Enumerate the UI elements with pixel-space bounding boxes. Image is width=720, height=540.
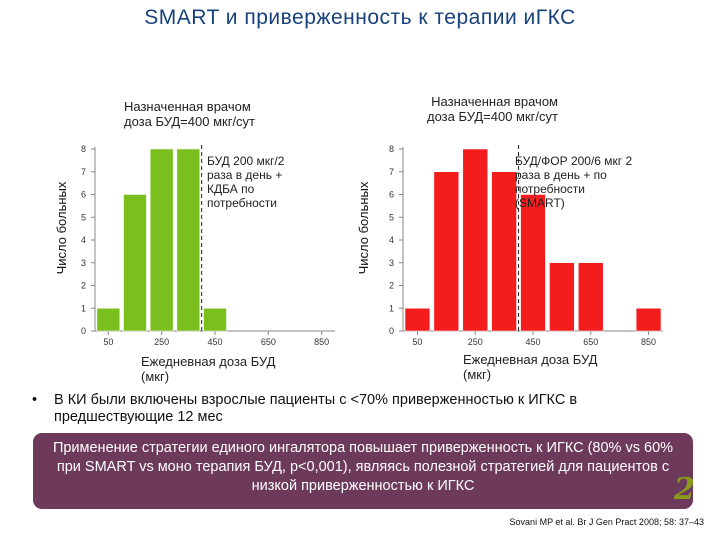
left-bar: [149, 148, 174, 332]
left-bar: [176, 148, 201, 332]
left-y-tick-label: 7: [81, 167, 86, 177]
left-x-tick-label: 850: [314, 337, 329, 347]
right-y-tick-label: 2: [389, 281, 394, 291]
right-y-axis-label: Число больных: [356, 181, 371, 274]
bullet-marker: •: [32, 392, 38, 408]
bullet-text: В КИ были включены взрослые пациенты с <…: [54, 392, 578, 425]
right-x-tick-label: 850: [641, 337, 656, 347]
right-y-tick-label: 7: [389, 167, 394, 177]
right-x-tick-label: 450: [525, 337, 540, 347]
left-x-tick-label: 450: [207, 337, 222, 347]
left-y-tick-label: 1: [81, 303, 86, 313]
right-bar: [404, 308, 431, 332]
right-prescribed-note: Назначенная врачом доза БУД=400 мкг/сут: [426, 94, 558, 124]
left-bar: [123, 194, 147, 332]
right-y-tick-label: 3: [389, 258, 394, 268]
right-y-tick-label: 0: [389, 326, 394, 336]
right-x-tick-label: 50: [412, 337, 422, 347]
right-bar: [578, 262, 604, 332]
right-bar: [433, 171, 460, 332]
left-x-axis-label: Ежедневная доза БУД (мкг): [141, 354, 276, 384]
citation: Sovani MP et al. Br J Gen Pract 2008; 58…: [509, 517, 704, 527]
conclusion-text: Применение стратегии единого ингалятора …: [52, 440, 674, 494]
left-bar: [96, 308, 121, 332]
right-x-tick-label: 250: [468, 337, 483, 347]
left-y-tick-label: 5: [81, 212, 86, 222]
right-bar: [549, 262, 575, 332]
left-y-tick-label: 3: [81, 258, 86, 268]
left-y-tick-label: 4: [81, 235, 86, 245]
left-prescribed-note: Назначенная врачом доза БУД=400 мкг/сут: [124, 99, 256, 129]
right-x-tick-label: 650: [583, 337, 598, 347]
brand-logo: 2: [674, 472, 695, 507]
right-y-tick-label: 1: [389, 303, 394, 313]
right-x-axis-label: Ежедневная доза БУД (мкг): [463, 352, 598, 382]
right-y-tick-label: 4: [389, 235, 394, 245]
right-y-tick-label: 8: [389, 144, 394, 154]
left-x-tick-label: 650: [261, 337, 276, 347]
right-y-tick-label: 5: [389, 212, 394, 222]
left-y-tick-label: 6: [81, 190, 86, 200]
right-bar: [635, 308, 662, 332]
right-bar: [491, 171, 517, 332]
left-x-tick-label: 50: [103, 337, 113, 347]
left-y-tick-label: 2: [81, 281, 86, 291]
page-title: SMART и приверженность к терапии иГКС: [144, 6, 576, 29]
left-y-axis-label: Число больных: [54, 181, 69, 274]
right-y-tick-label: 6: [389, 190, 394, 200]
right-regimen-note: БУД/ФОР 200/6 мкг 2 раза в день + по пот…: [515, 154, 633, 210]
left-y-tick-label: 0: [81, 326, 86, 336]
conclusion-banner: Применение стратегии единого ингалятора …: [33, 433, 693, 509]
left-y-tick-label: 8: [81, 144, 86, 154]
left-bar: [203, 308, 227, 332]
right-bar: [520, 194, 546, 332]
left-x-tick-label: 250: [154, 337, 169, 347]
left-regimen-note: БУД 200 мкг/2 раза в день + КДБА по потр…: [207, 154, 285, 210]
right-bar: [462, 148, 488, 332]
